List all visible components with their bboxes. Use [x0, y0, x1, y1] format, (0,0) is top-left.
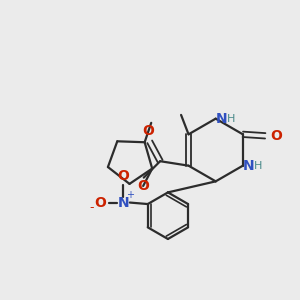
Text: N: N	[242, 159, 254, 173]
Text: O: O	[117, 169, 129, 183]
Text: O: O	[142, 124, 154, 138]
Text: O: O	[137, 179, 149, 193]
Text: O: O	[270, 129, 282, 143]
Text: N: N	[215, 112, 227, 126]
Text: -: -	[90, 201, 94, 214]
Text: +: +	[126, 190, 134, 200]
Text: H: H	[227, 114, 236, 124]
Text: O: O	[94, 196, 106, 210]
Text: N: N	[117, 196, 129, 210]
Text: H: H	[254, 161, 262, 171]
